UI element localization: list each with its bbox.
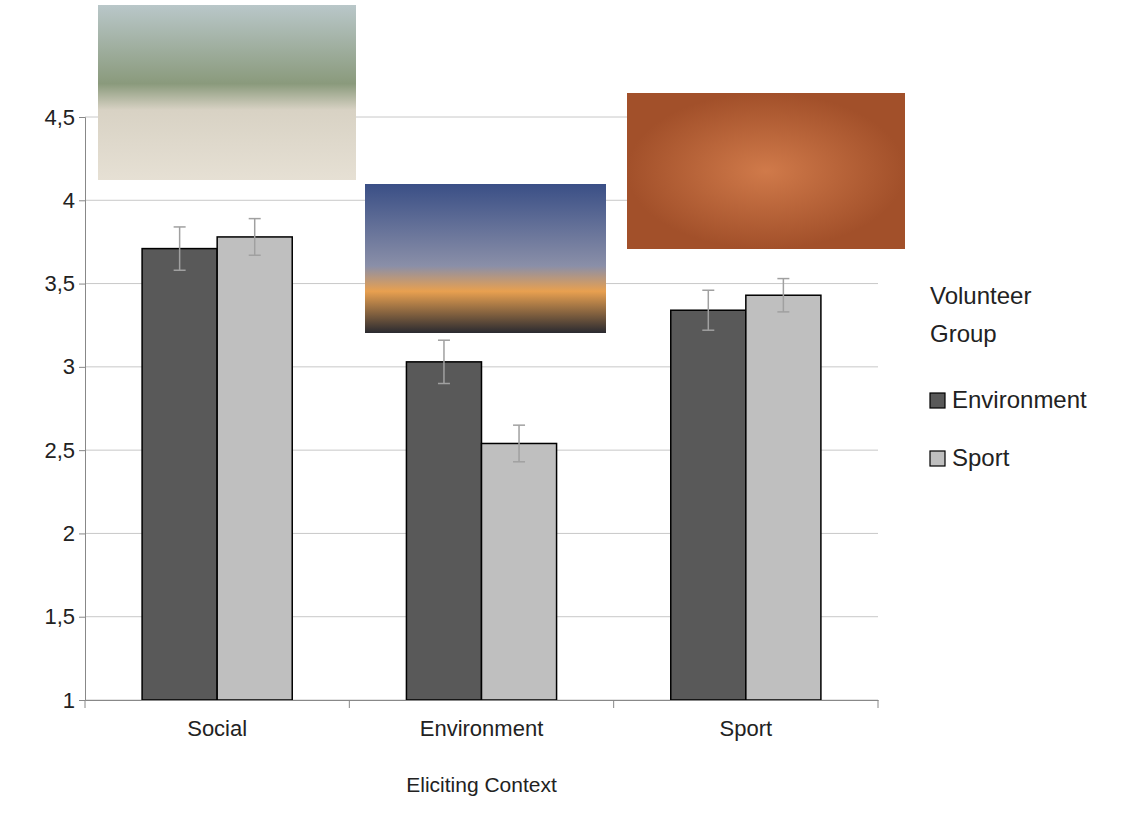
photo — [627, 93, 905, 249]
tick-mark — [79, 200, 85, 201]
tick: 1,5 — [44, 604, 85, 629]
bar — [482, 443, 557, 700]
error-bar — [174, 227, 186, 270]
tick-mark — [79, 450, 85, 451]
error-cap — [174, 269, 186, 271]
error-cap — [438, 383, 450, 385]
legend-item: Environment — [930, 386, 1087, 413]
tick-mark — [79, 700, 85, 701]
error-cap — [249, 218, 261, 220]
tick-mark — [79, 617, 85, 618]
tick-label: 2 — [63, 521, 75, 546]
error-cap — [702, 289, 714, 291]
error-bar — [702, 290, 714, 330]
legend-label: Sport — [952, 444, 1010, 471]
error-bar — [249, 219, 261, 256]
photos — [98, 5, 905, 333]
error-stem — [708, 290, 710, 330]
tick: 2,5 — [44, 438, 85, 463]
axis-title: Eliciting Context — [406, 773, 557, 796]
error-bar — [777, 279, 789, 312]
category-divider — [349, 700, 350, 708]
legend: VolunteerGroup Environment Sport — [930, 282, 1087, 471]
tick-label: Social — [187, 716, 247, 741]
bar — [406, 362, 481, 700]
tick: 2 — [63, 521, 85, 546]
tick-label: 2,5 — [44, 438, 75, 463]
photo — [365, 184, 606, 333]
photo — [98, 5, 356, 180]
tick-label: 4,5 — [44, 105, 75, 130]
error-cap — [249, 255, 261, 257]
error-stem — [783, 279, 785, 312]
tick-mark — [79, 117, 85, 118]
legend-item: Sport — [930, 444, 1010, 471]
x-axis: Social Environment Sport — [85, 700, 879, 741]
tick-label: 4 — [63, 188, 75, 213]
error-cap — [777, 278, 789, 280]
tick-label: Environment — [420, 716, 544, 741]
error-cap — [702, 329, 714, 331]
axis-line — [86, 700, 879, 701]
error-stem — [254, 219, 256, 256]
bar — [746, 295, 821, 700]
error-bar — [513, 425, 525, 462]
tick: 4,5 — [44, 105, 85, 130]
category-divider — [613, 700, 614, 708]
error-cap — [438, 339, 450, 341]
tick: 4 — [63, 188, 85, 213]
error-cap — [513, 461, 525, 463]
bar — [142, 249, 217, 700]
category-divider — [85, 700, 86, 708]
tick-label: 1 — [63, 688, 75, 713]
error-cap — [777, 311, 789, 313]
error-stem — [518, 425, 520, 462]
legend-label: Environment — [952, 386, 1087, 413]
tick: Sport — [720, 716, 773, 741]
tick-mark — [79, 367, 85, 368]
legend-swatch — [930, 451, 945, 466]
tick: Social — [187, 716, 247, 741]
tick-label: 3,5 — [44, 271, 75, 296]
tick: Environment — [420, 716, 544, 741]
axis-line — [79, 118, 86, 701]
bar — [217, 237, 292, 700]
error-cap — [513, 424, 525, 426]
legend-title: VolunteerGroup — [930, 282, 1031, 347]
tick-label: 1,5 — [44, 604, 75, 629]
tick: 1 — [63, 688, 85, 713]
y-axis: 1 1,5 2 2,5 3 3,5 4 4,5 — [44, 105, 85, 713]
error-bar — [438, 340, 450, 383]
tick-mark — [79, 533, 85, 534]
tick-label: 3 — [63, 354, 75, 379]
error-cap — [174, 226, 186, 228]
tick-mark — [79, 284, 85, 285]
bar — [671, 310, 746, 700]
legend-swatch — [930, 393, 945, 408]
error-stem — [443, 340, 445, 383]
tick-label: Sport — [720, 716, 773, 741]
tick: 3 — [63, 354, 85, 379]
tick: 3,5 — [44, 271, 85, 296]
category-divider — [878, 700, 879, 708]
error-stem — [179, 227, 181, 270]
